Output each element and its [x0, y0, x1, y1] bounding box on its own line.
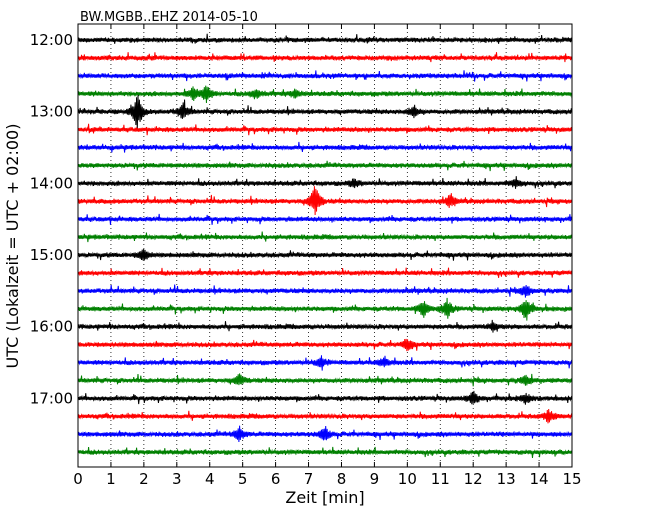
y-tick-label: 12:00	[30, 31, 73, 49]
x-tick-label: 10	[398, 470, 417, 488]
seismic-trace	[77, 425, 573, 442]
x-tick-label: 3	[172, 470, 182, 488]
seismic-trace	[77, 390, 573, 405]
seismic-trace	[77, 284, 573, 298]
seismic-trace	[77, 297, 573, 321]
seismic-trace	[77, 248, 573, 261]
x-tick-label: 8	[337, 470, 347, 488]
seismic-trace	[77, 52, 573, 63]
seismic-trace	[77, 94, 573, 132]
y-tick-label: 16:00	[30, 318, 73, 336]
x-tick-label: 1	[106, 470, 116, 488]
seismic-trace	[77, 231, 573, 243]
seismic-trace	[77, 33, 573, 44]
x-tick-label: 14	[530, 470, 549, 488]
plot-frame	[77, 23, 573, 468]
x-tick-label: 13	[497, 470, 516, 488]
seismic-trace	[77, 338, 573, 352]
seismic-trace	[77, 355, 573, 371]
y-tick-label: 15:00	[30, 246, 73, 264]
x-tick-label: 0	[73, 470, 83, 488]
seismic-trace	[77, 123, 573, 136]
seismic-trace	[77, 409, 573, 424]
y-tick-label: 13:00	[30, 103, 73, 121]
x-tick-label: 15	[562, 470, 581, 488]
seismic-trace	[77, 267, 573, 278]
plot-background	[78, 24, 572, 467]
seismic-trace	[77, 85, 573, 103]
seismic-trace	[77, 160, 573, 172]
x-tick-label: 7	[304, 470, 314, 488]
seismic-trace	[77, 446, 573, 459]
y-axis-label: UTC (Lokalzeit = UTC + 02:00)	[3, 124, 22, 369]
axis-ticks: 0 1 2 3 4 5 6 7 8 9 10 11 12 13 14 1512:0013:0014:0015:…	[30, 24, 582, 488]
x-tick-label: 6	[271, 470, 281, 488]
seismic-trace	[77, 70, 573, 82]
y-tick-label: 17:00	[30, 389, 73, 407]
x-tick-label: 11	[431, 470, 450, 488]
seismic-trace	[77, 186, 573, 216]
trace-group	[77, 33, 573, 459]
x-tick-label: 5	[238, 470, 248, 488]
seismic-trace	[77, 176, 573, 189]
y-tick-label: 14:00	[30, 174, 73, 192]
x-tick-label: 2	[139, 470, 149, 488]
seismic-trace	[77, 213, 573, 225]
seismic-trace	[77, 373, 573, 387]
x-tick-label: 12	[464, 470, 483, 488]
chart-title: BW.MGBB..EHZ 2014-05-10	[80, 10, 258, 25]
seismic-trace	[77, 319, 573, 333]
seismic-trace	[77, 141, 573, 153]
x-tick-label: 9	[370, 470, 380, 488]
x-axis-label: Zeit [min]	[285, 488, 364, 507]
x-tick-label: 4	[205, 470, 215, 488]
